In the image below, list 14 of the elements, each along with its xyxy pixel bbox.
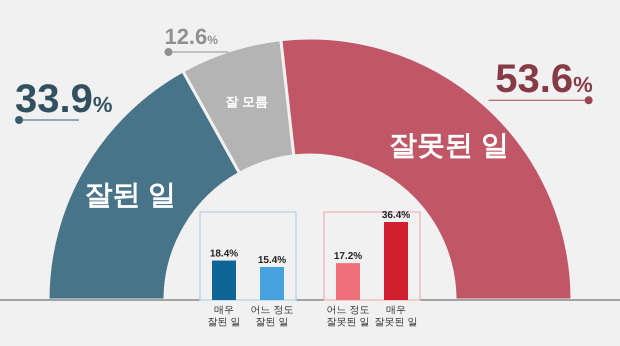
data-label: 18.4% (210, 248, 238, 260)
x-tick-label: 매우 잘된 일 (208, 305, 240, 328)
slice-label: 잘못된 일 (389, 129, 509, 160)
slice-label: 잘 모름 (225, 94, 268, 109)
data-label: 33.9% (15, 77, 112, 121)
data-label: 53.6% (495, 57, 593, 102)
data-label: 15.4% (258, 255, 286, 266)
data-label: 12.6% (164, 24, 218, 49)
x-tick-label: 매우 잘못된 일 (374, 305, 418, 328)
data-label: 36.4% (382, 210, 410, 221)
data-label: 17.2% (334, 251, 362, 262)
x-tick-label: 어느 정도 잘못된 일 (326, 305, 370, 328)
x-tick-label: 어느 정도 잘된 일 (250, 305, 294, 328)
slice-label: 잘된 일 (84, 179, 176, 210)
